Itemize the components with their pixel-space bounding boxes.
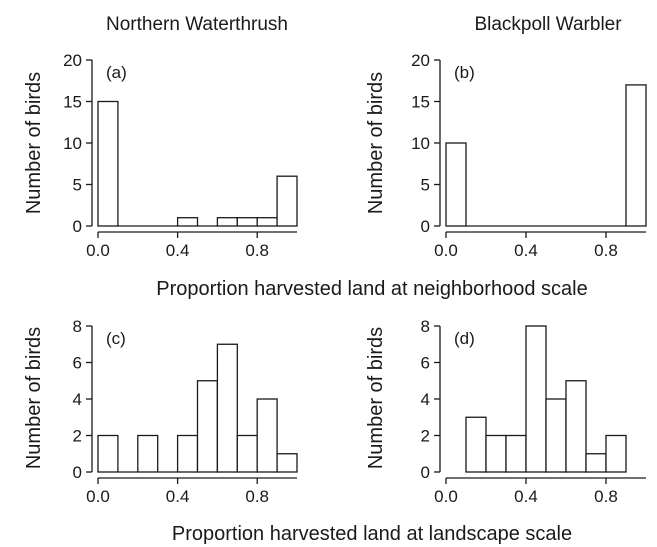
- y-tick-label: 10: [63, 134, 82, 153]
- species-title-right: Blackpoll Warbler: [474, 14, 622, 35]
- y-tick-label: 2: [421, 427, 430, 446]
- histogram-bar: [137, 434, 159, 473]
- y-tick-label: 20: [411, 51, 430, 70]
- y-tick-label: 4: [73, 390, 82, 409]
- panel-letter: (c): [106, 329, 126, 348]
- y-tick-label: 8: [73, 317, 82, 336]
- histogram-bar: [605, 434, 627, 473]
- x-tick-label: 0.0: [434, 487, 458, 506]
- y-axis-title: Number of birds: [23, 327, 45, 469]
- histogram-bar: [97, 100, 119, 227]
- y-axis-title: Number of birds: [365, 72, 387, 214]
- histogram-bar: [505, 434, 527, 473]
- histogram-bar: [196, 380, 219, 473]
- y-tick-label: 15: [411, 93, 430, 112]
- panel-letter: (d): [454, 329, 475, 348]
- x-tick-label: 0.8: [245, 487, 269, 506]
- y-tick-label: 0: [421, 217, 430, 236]
- x-tick-label: 0.8: [594, 241, 618, 260]
- x-tick-label: 0.8: [245, 241, 269, 260]
- y-tick-label: 0: [73, 463, 82, 482]
- x-tick-label: 0.8: [594, 487, 618, 506]
- x-axis-title-landscape: Proportion harvested land at landscape s…: [172, 523, 572, 545]
- panel-letter: (b): [454, 63, 475, 82]
- histogram-bar: [216, 343, 238, 473]
- x-axis-title-neighborhood: Proportion harvested land at neighborhoo…: [156, 278, 587, 300]
- histogram-bar: [545, 398, 567, 473]
- y-tick-label: 6: [73, 354, 82, 373]
- y-tick-label: 6: [421, 354, 430, 373]
- histogram-bar: [236, 434, 258, 473]
- x-tick-label: 0.0: [86, 487, 110, 506]
- histogram-bar: [445, 142, 467, 227]
- y-tick-label: 2: [73, 427, 82, 446]
- histogram-bar: [236, 217, 258, 227]
- y-axis-title: Number of birds: [365, 327, 387, 469]
- histogram-bar: [176, 434, 199, 473]
- y-tick-label: 0: [421, 463, 430, 482]
- y-tick-label: 0: [73, 217, 82, 236]
- y-tick-label: 5: [421, 176, 430, 195]
- x-tick-label: 0.4: [166, 241, 190, 260]
- histogram-bar: [256, 217, 278, 227]
- panel-a: 0 5 10 15 20 0.0 0.4 0.8 (a) Number of birds: [23, 51, 298, 260]
- histogram-bar: [176, 217, 199, 227]
- histogram-bar: [525, 325, 547, 473]
- histogram-bar: [585, 453, 607, 473]
- histogram-bar: [465, 416, 487, 473]
- x-tick-label: 0.4: [166, 487, 190, 506]
- histogram-bar: [97, 434, 119, 473]
- histogram-bar: [565, 380, 587, 473]
- panel-d: 0 2 4 6 8 0.0 0.4 0.8 (d) Number of birds: [365, 317, 646, 506]
- species-title-left: Northern Waterthrush: [106, 14, 288, 35]
- y-tick-label: 20: [63, 51, 82, 70]
- histogram-bar: [485, 434, 507, 473]
- y-tick-label: 4: [421, 390, 430, 409]
- y-tick-label: 15: [63, 93, 82, 112]
- histogram-bar: [276, 175, 298, 227]
- panel-b: 0 5 10 15 20 0.0 0.4 0.8 (b) Number of birds: [365, 51, 647, 260]
- histogram-bar: [256, 398, 278, 473]
- x-tick-label: 0.0: [434, 241, 458, 260]
- x-tick-label: 0.4: [514, 487, 538, 506]
- histogram-bar: [276, 453, 298, 473]
- histogram-bar: [216, 217, 238, 227]
- x-tick-label: 0.0: [86, 241, 110, 260]
- y-axis-title: Number of birds: [23, 72, 45, 214]
- y-tick-label: 5: [73, 176, 82, 195]
- histogram-bar: [625, 84, 647, 227]
- x-tick-label: 0.4: [514, 241, 538, 260]
- panel-letter: (a): [106, 63, 127, 82]
- panel-c: 0 2 4 6 8 0.0 0.4 0.8 (c) Number of birds: [23, 317, 298, 506]
- y-tick-label: 8: [421, 317, 430, 336]
- y-tick-label: 10: [411, 134, 430, 153]
